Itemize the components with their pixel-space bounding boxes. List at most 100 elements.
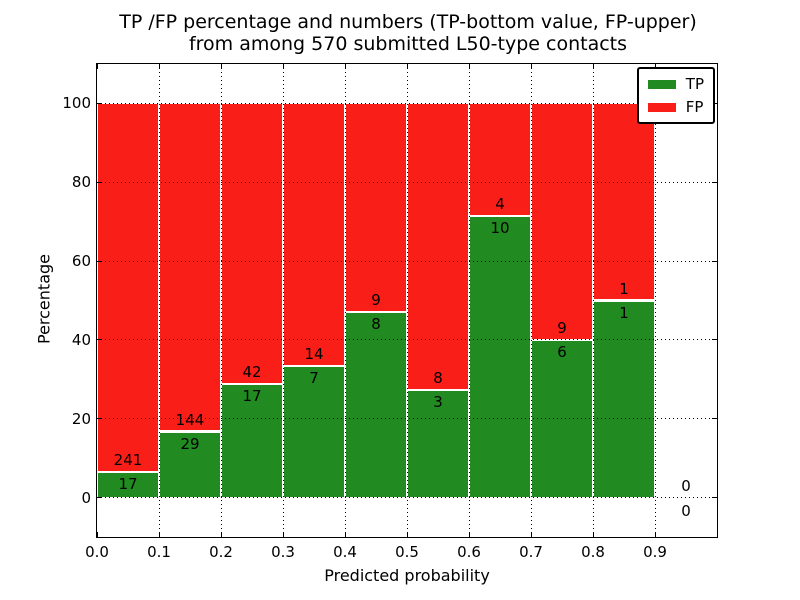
bar-fp-segment — [97, 103, 159, 472]
gridline-horizontal — [97, 181, 717, 183]
gridline-vertical — [592, 64, 594, 537]
legend-label: FP — [685, 98, 704, 116]
bar-fp-segment — [407, 103, 469, 391]
gridline-vertical — [344, 64, 346, 537]
gridline-horizontal — [97, 339, 717, 341]
bar-fp-count: 42 — [242, 363, 262, 381]
chart-title-line1: TP /FP percentage and numbers (TP-bottom… — [119, 11, 697, 33]
y-tick-mark-right — [712, 339, 717, 341]
x-tick-mark-top — [344, 64, 346, 69]
bar-fp-count: 1 — [619, 279, 629, 298]
bar-fp-count: 0 — [681, 476, 691, 495]
y-tick-label: 100 — [62, 94, 91, 113]
bar-fp-count: 9 — [557, 318, 567, 337]
gridline-vertical — [406, 64, 408, 537]
x-tick-mark-top — [406, 64, 408, 69]
gridline-vertical — [654, 64, 656, 537]
x-tick-label: 0.2 — [209, 543, 233, 561]
bar-tp-segment — [345, 312, 407, 498]
x-tick-mark-bottom — [468, 532, 470, 537]
bar-fp-segment — [159, 103, 221, 432]
bar-tp-segment — [593, 300, 655, 498]
x-axis-label: Predicted probability — [324, 566, 490, 585]
x-tick-mark-top — [158, 64, 160, 69]
bar-tp-count: 1 — [619, 303, 629, 322]
bar-fp-count: 241 — [113, 450, 143, 469]
bar-fp-segment — [593, 103, 655, 301]
y-tick-label: 60 — [71, 252, 91, 271]
x-tick-mark-bottom — [592, 532, 594, 537]
x-tick-label: 0.0 — [85, 543, 109, 561]
x-tick-mark-top — [468, 64, 470, 69]
bar-fp-count: 8 — [433, 369, 443, 388]
bar-tp-count: 7 — [309, 369, 319, 388]
x-tick-label: 0.1 — [147, 543, 171, 561]
x-tick-label: 0.7 — [519, 543, 543, 561]
bar-fp-segment — [221, 103, 283, 384]
x-tick-mark-top — [220, 64, 222, 69]
y-tick-mark-left — [97, 260, 102, 262]
bar-tp-count: 10 — [490, 219, 510, 238]
x-tick-mark-bottom — [654, 532, 656, 537]
bar-tp-count: 6 — [557, 342, 567, 361]
gridline-horizontal — [97, 102, 717, 104]
x-tick-mark-bottom — [530, 532, 532, 537]
bar-fp-count: 14 — [304, 345, 324, 364]
y-tick-mark-left — [97, 102, 102, 104]
bar-fp-segment — [283, 103, 345, 367]
bar-fp-count: 9 — [371, 291, 381, 310]
legend-item: TP — [647, 75, 704, 93]
x-tick-mark-top — [530, 64, 532, 69]
bar-fp-segment — [531, 103, 593, 340]
x-tick-mark-top — [96, 64, 98, 69]
y-tick-label: 40 — [71, 330, 91, 349]
bar-fp-count: 4 — [495, 195, 505, 214]
y-tick-mark-left — [97, 181, 102, 183]
x-tick-mark-top — [282, 64, 284, 69]
y-tick-mark-right — [712, 497, 717, 499]
x-tick-mark-bottom — [344, 532, 346, 537]
bar-fp-count: 144 — [175, 410, 205, 429]
x-tick-mark-bottom — [220, 532, 222, 537]
bar-tp-segment — [469, 216, 531, 498]
y-tick-mark-right — [712, 260, 717, 262]
y-tick-label: 20 — [71, 409, 91, 428]
y-tick-mark-right — [712, 418, 717, 420]
bar-tp-segment — [407, 390, 469, 498]
x-tick-label: 0.6 — [457, 543, 481, 561]
gridline-vertical — [220, 64, 222, 537]
gridline-horizontal — [97, 260, 717, 262]
legend-label: TP — [685, 75, 704, 93]
x-tick-label: 0.8 — [581, 543, 605, 561]
gridline-horizontal — [97, 418, 717, 420]
bar-tp-count: 0 — [681, 501, 691, 520]
legend-patch-fp — [647, 102, 676, 112]
legend-patch-tp — [647, 79, 676, 89]
bar-tp-count: 8 — [371, 315, 381, 334]
bar-tp-count: 17 — [118, 474, 138, 493]
legend: TP FP — [636, 67, 715, 124]
gridline-vertical — [282, 64, 284, 537]
x-tick-label: 0.9 — [643, 543, 667, 561]
y-tick-label: 80 — [71, 173, 91, 192]
y-tick-label: 0 — [81, 488, 91, 507]
x-tick-label: 0.5 — [395, 543, 419, 561]
x-tick-mark-bottom — [96, 532, 98, 537]
gridline-vertical — [468, 64, 470, 537]
x-tick-label: 0.4 — [333, 543, 357, 561]
x-tick-label: 0.3 — [271, 543, 295, 561]
gridline-vertical — [158, 64, 160, 537]
gridline-horizontal — [97, 497, 717, 499]
gridline-vertical — [530, 64, 532, 537]
y-tick-mark-left — [97, 418, 102, 420]
bar-tp-segment — [159, 431, 221, 498]
bar-fp-segment — [469, 103, 531, 217]
chart-title-line2: from among 570 submitted L50-type contac… — [188, 33, 628, 55]
x-tick-mark-bottom — [282, 532, 284, 537]
bar-tp-count: 3 — [433, 393, 443, 412]
x-tick-mark-bottom — [406, 532, 408, 537]
y-tick-mark-left — [97, 339, 102, 341]
y-tick-mark-left — [97, 497, 102, 499]
bar-tp-segment — [221, 384, 283, 498]
